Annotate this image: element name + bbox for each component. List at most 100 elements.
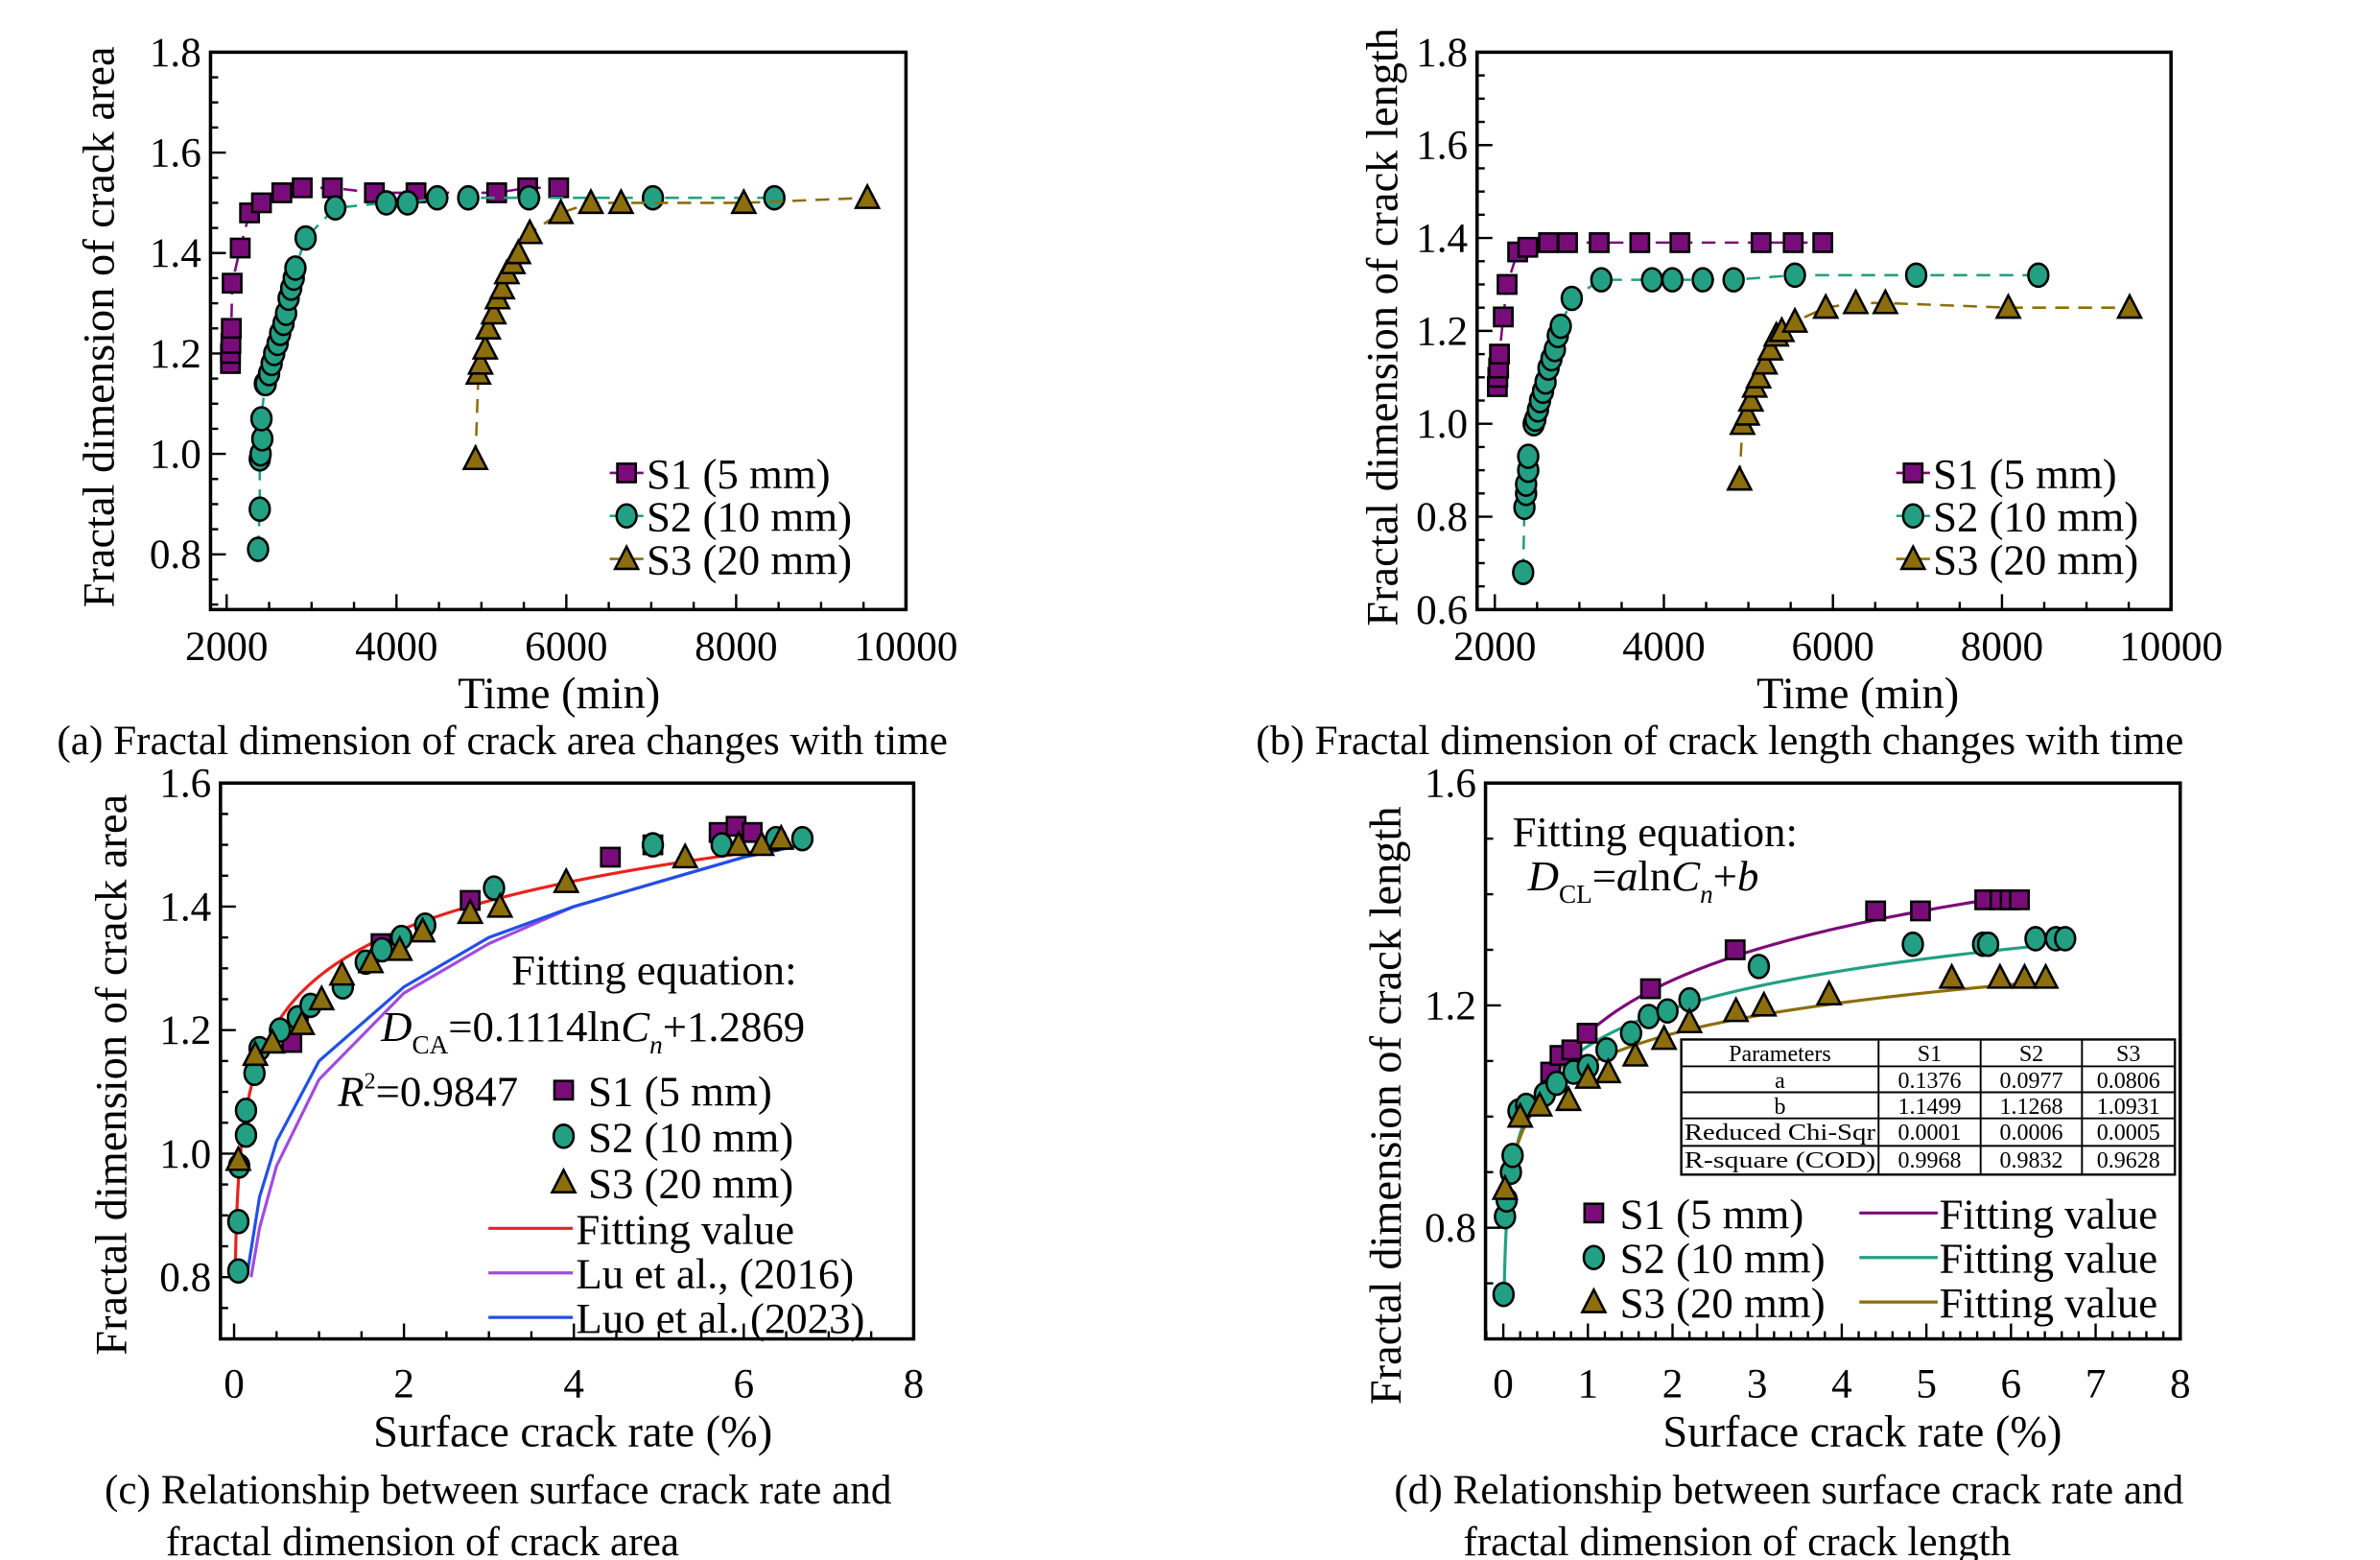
x-tick-label: 6 bbox=[734, 1360, 755, 1406]
data-point-s1 bbox=[221, 318, 243, 340]
data-point-s2 bbox=[284, 255, 307, 281]
data-point-s3 bbox=[1726, 464, 1754, 491]
table-cell: 0.0806 bbox=[2097, 1069, 2160, 1094]
data-point-s3 bbox=[1554, 1084, 1583, 1112]
data-point-s1 bbox=[1669, 232, 1691, 253]
table-header-cell: S2 bbox=[2019, 1042, 2043, 1067]
table-cell: R-square (COD) bbox=[1685, 1148, 1875, 1173]
data-point-s3 bbox=[553, 866, 580, 893]
data-point-s1 bbox=[229, 237, 251, 259]
data-point-s1 bbox=[1750, 232, 1772, 253]
data-point-s2 bbox=[396, 190, 419, 216]
eq-sub-n: n bbox=[649, 1030, 663, 1059]
panel-d: Fractal dimension of crack length Surfac… bbox=[1362, 761, 2191, 1560]
data-point-s3 bbox=[308, 983, 336, 1011]
fit-line-2 bbox=[246, 843, 804, 1271]
fit-equation-title-d: Fitting equation: bbox=[1513, 808, 1798, 856]
data-point-s3 bbox=[357, 947, 385, 974]
data-point-s2 bbox=[1783, 262, 1806, 289]
legend-marker-square bbox=[553, 1079, 575, 1101]
legend-label: S2 (10 mm) bbox=[1620, 1235, 1826, 1283]
data-point-s3 bbox=[724, 829, 753, 857]
data-point-s1 bbox=[321, 177, 343, 199]
eq-c: C bbox=[621, 1003, 650, 1051]
data-point-s3 bbox=[1574, 1062, 1602, 1089]
data-point-s3 bbox=[1750, 990, 1778, 1017]
data-point-s1 bbox=[1517, 236, 1539, 258]
table-cell: 0.9628 bbox=[2097, 1148, 2160, 1173]
data-point-s3 bbox=[577, 187, 605, 215]
legend-label: S1 (5 mm) bbox=[1933, 450, 2117, 498]
xlabel-d: Surface crack rate (%) bbox=[1662, 1408, 2062, 1457]
y-tick-label: 1.8 bbox=[1416, 30, 1468, 76]
legend-label: Fitting value bbox=[576, 1205, 794, 1253]
data-point-s3 bbox=[1733, 399, 1761, 426]
data-point-s3 bbox=[488, 272, 516, 300]
data-point-s3 bbox=[1722, 996, 1750, 1023]
legend-label: S2 (10 mm) bbox=[1933, 493, 2138, 541]
data-point-s2 bbox=[294, 225, 318, 251]
legend-label: Luo et al. (2023) bbox=[576, 1294, 864, 1342]
y-tick-label: 0.8 bbox=[1425, 1205, 1476, 1251]
data-point-s3 bbox=[1938, 962, 1966, 989]
table-cell: 1.1499 bbox=[1897, 1095, 1961, 1120]
legend-label: S1 (5 mm) bbox=[588, 1067, 772, 1115]
r-squared-c: R2=0.9847 bbox=[337, 1067, 518, 1115]
plot-area bbox=[210, 51, 907, 610]
data-point-s2 bbox=[323, 195, 347, 221]
data-point-s2 bbox=[1560, 285, 1584, 312]
data-point-s3 bbox=[1525, 1090, 1554, 1117]
legend-marker-circle bbox=[615, 503, 638, 530]
x-tick-label: 8 bbox=[904, 1360, 925, 1406]
x-tick-label: 8 bbox=[2170, 1360, 2191, 1406]
caption-c-line2: fractal dimension of crack area bbox=[166, 1519, 679, 1560]
y-tick-label: 1.2 bbox=[159, 1007, 211, 1053]
data-point-s2 bbox=[1656, 998, 1679, 1025]
y-tick-label: 1.6 bbox=[1416, 123, 1468, 169]
caption-d-line1: (d) Relationship between surface crack r… bbox=[1394, 1467, 2183, 1513]
data-point-s2 bbox=[426, 184, 449, 211]
data-point-s3 bbox=[2115, 293, 2144, 319]
legend: S1 (5 mm)S2 (10 mm)S3 (20 mm) Fitting val… bbox=[1580, 1190, 2157, 1327]
legend-label: Fitting value bbox=[1939, 1235, 2157, 1283]
x-tick-label: 7 bbox=[2085, 1360, 2107, 1406]
data-point-s3 bbox=[328, 959, 356, 986]
data-point-s1 bbox=[1724, 939, 1746, 960]
legend-label: S3 (20 mm) bbox=[1620, 1279, 1826, 1327]
table-cell: 0.0006 bbox=[2000, 1121, 2063, 1146]
data-point-s3 bbox=[547, 198, 575, 225]
data-point-s3 bbox=[1812, 293, 1840, 319]
x-tick-label: 1 bbox=[1578, 1360, 1599, 1406]
data-point-s3 bbox=[486, 891, 514, 918]
plot-frame bbox=[1483, 781, 2182, 1341]
data-point-s2 bbox=[1661, 267, 1684, 293]
data-point-s1 bbox=[222, 272, 243, 295]
caption-a: (a) Fractal dimension of crack area chan… bbox=[57, 718, 947, 764]
data-point-s1 bbox=[1496, 273, 1518, 295]
data-point-s3 bbox=[730, 187, 758, 215]
legend-marker-triangle bbox=[1580, 1287, 1608, 1313]
data-point-s3 bbox=[854, 182, 882, 209]
xlabel-a: Time (min) bbox=[458, 670, 660, 719]
fit-equation-d: DCL=alnCn+b bbox=[1527, 852, 1759, 909]
fit-equation-title-c: Fitting equation: bbox=[511, 946, 796, 994]
legend-marker-triangle bbox=[613, 543, 641, 571]
data-point-s2 bbox=[457, 184, 480, 211]
eq-b: b bbox=[1737, 852, 1758, 900]
x-tick-label: 10000 bbox=[854, 624, 957, 670]
panel-a: Fractal dimension of crack area Time (mi… bbox=[57, 30, 957, 764]
legend-label: S1 (5 mm) bbox=[1620, 1190, 1804, 1238]
data-point-s2 bbox=[226, 1258, 250, 1285]
data-point-s3 bbox=[457, 897, 484, 925]
data-point-s3 bbox=[480, 297, 507, 325]
data-point-s3 bbox=[471, 333, 499, 360]
legend-label: Fitting value bbox=[1939, 1279, 2157, 1327]
legend-marker-circle bbox=[1901, 503, 1924, 530]
data-point-s1 bbox=[1561, 1039, 1583, 1061]
plot-frame bbox=[208, 50, 908, 612]
eq-c: C bbox=[1671, 852, 1701, 900]
ylabel-c: Fractal dimension of crack area bbox=[87, 794, 136, 1356]
data-point-s3 bbox=[1780, 306, 1809, 333]
y-tick-label: 1.2 bbox=[150, 331, 201, 377]
